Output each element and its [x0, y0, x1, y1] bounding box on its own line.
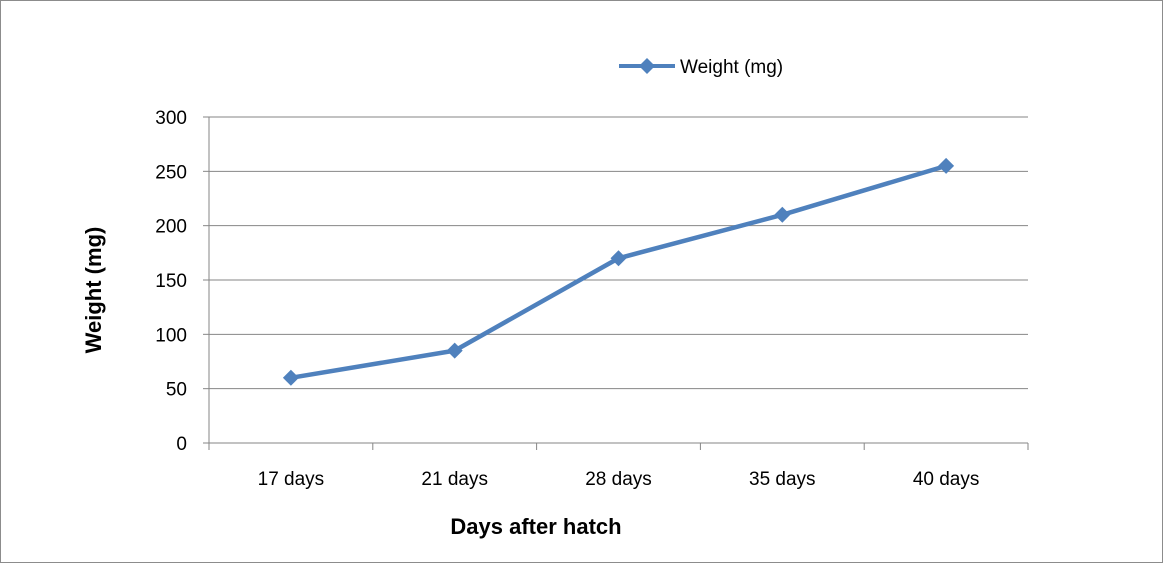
- legend-marker-diamond: [639, 58, 655, 74]
- data-point-2: [610, 250, 627, 267]
- x-axis-title: Days after hatch: [450, 514, 621, 539]
- y-tick-label-250: 250: [155, 162, 187, 183]
- data-point-0: [282, 369, 299, 386]
- series-line-0: [290, 163, 947, 381]
- data-point-1: [446, 342, 463, 359]
- series-weight: [282, 157, 955, 386]
- y-tick-label-200: 200: [155, 217, 187, 238]
- x-tick-label-1: 21 days: [421, 469, 488, 490]
- y-axis-title: Weight (mg): [81, 227, 106, 354]
- x-tick-label-2: 28 days: [585, 469, 652, 490]
- y-tick-label-150: 150: [155, 271, 187, 292]
- x-tick-label-4: 40 days: [913, 469, 980, 490]
- y-tick-label-300: 300: [155, 108, 187, 129]
- y-tick-label-0: 0: [176, 434, 187, 455]
- x-tick-labels: 17 days 21 days 28 days 35 days 40 days: [258, 469, 980, 490]
- y-tick-label-100: 100: [155, 325, 187, 346]
- data-point-3: [774, 206, 791, 223]
- legend-label-weight: Weight (mg): [680, 57, 783, 78]
- legend: Weight (mg): [619, 57, 783, 78]
- y-tick-labels: 0 50 100 150 200 250 300: [155, 108, 187, 455]
- axes: [203, 116, 1029, 450]
- data-point-4: [938, 157, 955, 174]
- y-tick-label-50: 50: [166, 380, 187, 401]
- x-tick-label-0: 17 days: [258, 469, 325, 490]
- gridlines: [209, 116, 1028, 390]
- x-tick-label-3: 35 days: [749, 469, 816, 490]
